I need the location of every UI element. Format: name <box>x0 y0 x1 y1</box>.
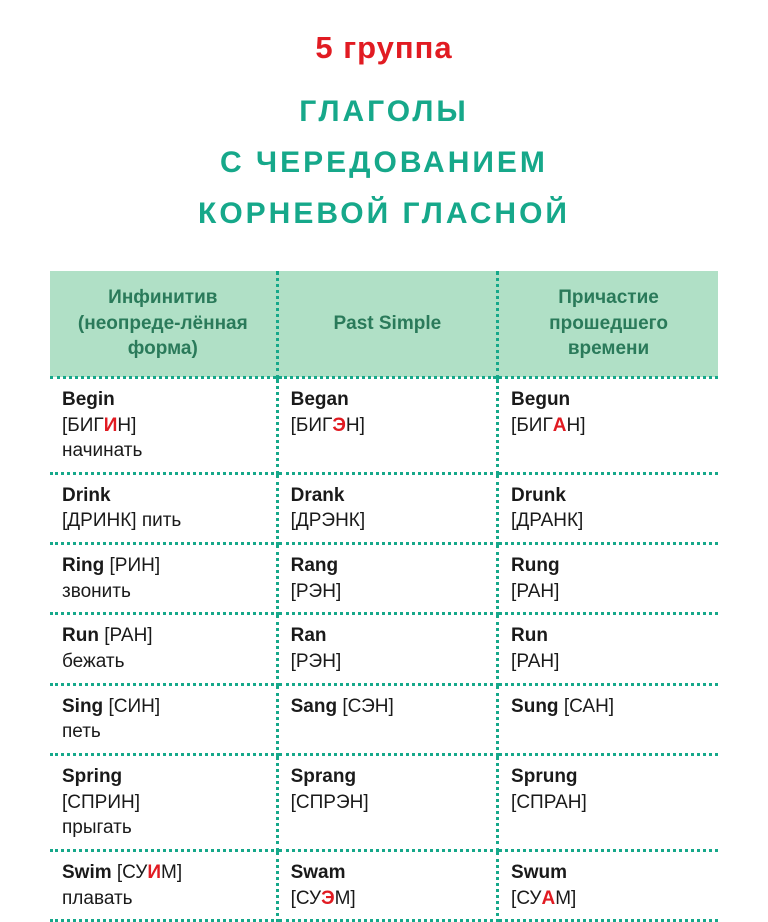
cell: Ran[РЭН] <box>277 614 497 684</box>
table-row: Run [РАН]бежатьRan[РЭН]Run[РАН] <box>50 614 718 684</box>
meaning: пить <box>142 510 182 531</box>
verb-word: Run <box>511 623 708 649</box>
table-row: Spring[СПРИН]прыгатьSprang[СПРЭН]Sprung[… <box>50 754 718 850</box>
cell: Swum[СУАМ] <box>498 850 718 920</box>
cell: Run[РАН] <box>498 614 718 684</box>
meaning: плавать <box>62 886 266 912</box>
meaning: прыгать <box>62 815 266 841</box>
cell: Drank[ДРЭНК] <box>277 473 497 543</box>
transcription: [РАН] <box>511 651 559 672</box>
meaning: бежать <box>62 649 266 675</box>
verb-word: Spring <box>62 764 266 790</box>
meaning: звонить <box>62 579 266 605</box>
cell: Sung [САН] <box>498 684 718 754</box>
transcription: [СПРИН] <box>62 792 140 813</box>
transcription: [РАН] <box>511 581 559 602</box>
cell: Sprang[СПРЭН] <box>277 754 497 850</box>
cell: Ring [РИН] звонить <box>50 544 277 614</box>
stressed-vowel: Э <box>332 415 346 436</box>
table-row: Begin[БИГИН]начинатьBegan[БИГЭН]Begun[БИ… <box>50 377 718 473</box>
stressed-vowel: Э <box>321 888 335 909</box>
verb-word: Began <box>291 387 486 413</box>
cell: Sang [СЭН] <box>277 684 497 754</box>
title-line-3: КОРНЕВОЙ ГЛАСНОЙ <box>50 188 718 239</box>
transcription: [ДРАНК] <box>511 510 583 531</box>
transcription: [СПРЭН] <box>291 792 369 813</box>
cell: Swim [СУИМ] плавать <box>50 850 277 920</box>
title-block: 5 группа ГЛАГОЛЫ С ЧЕРЕДОВАНИЕМ КОРНЕВОЙ… <box>50 30 718 239</box>
verb-word: Rung <box>511 553 708 579</box>
table-row: Swim [СУИМ]плаватьSwam[СУЭМ]Swum[СУАМ] <box>50 850 718 920</box>
cell: Sing [СИН]петь <box>50 684 277 754</box>
verb-word: Ran <box>291 623 486 649</box>
verb-word: Begin <box>62 387 266 413</box>
verb-word: Sing [СИН] <box>62 696 160 717</box>
stressed-vowel: А <box>553 415 567 436</box>
cell: Run [РАН] бежать <box>50 614 277 684</box>
verb-word: Rang <box>291 553 486 579</box>
header-participle: Причастие прошедшего времени <box>498 271 718 377</box>
table-row: Sing [СИН]петь Sang [СЭН] Sung [САН] <box>50 684 718 754</box>
verb-word: Drank <box>291 483 486 509</box>
verb-word: Drink <box>62 483 266 509</box>
transcription: [БИГЭН] <box>291 415 365 436</box>
cell: Swam[СУЭМ] <box>277 850 497 920</box>
verb-word: Drunk <box>511 483 708 509</box>
cell: Rung[РАН] <box>498 544 718 614</box>
transcription: [РИН] <box>104 555 160 576</box>
cell: Begun[БИГАН] <box>498 377 718 473</box>
transcription: [БИГАН] <box>511 415 585 436</box>
transcription: [ДРИНК] <box>62 510 142 531</box>
stressed-vowel: А <box>542 888 556 909</box>
transcription: [СУАМ] <box>511 888 576 909</box>
cell: Rang[РЭН] <box>277 544 497 614</box>
table-body: Begin[БИГИН]начинатьBegan[БИГЭН]Begun[БИ… <box>50 377 718 920</box>
header-past-simple: Past Simple <box>277 271 497 377</box>
title-line-2: С ЧЕРЕДОВАНИЕМ <box>50 137 718 188</box>
cell: Began[БИГЭН] <box>277 377 497 473</box>
verb-word: Sang [СЭН] <box>291 696 394 717</box>
cell: Spring[СПРИН]прыгать <box>50 754 277 850</box>
verb-word: Sprang <box>291 764 486 790</box>
title-group: 5 группа <box>50 30 718 66</box>
title-line-1: ГЛАГОЛЫ <box>50 86 718 137</box>
meaning: петь <box>62 719 266 745</box>
verb-table: Инфинитив (неопреде-лённая форма) Past S… <box>50 271 718 922</box>
cell: Begin[БИГИН]начинать <box>50 377 277 473</box>
table-header-row: Инфинитив (неопреде-лённая форма) Past S… <box>50 271 718 377</box>
verb-word: Swam <box>291 860 486 886</box>
transcription: [СЭН] <box>337 696 394 717</box>
verb-word: Sung [САН] <box>511 696 614 717</box>
stressed-vowel: И <box>147 862 161 883</box>
cell: Drunk[ДРАНК] <box>498 473 718 543</box>
meaning: начинать <box>62 438 266 464</box>
transcription: [СПРАН] <box>511 792 587 813</box>
transcription: [РЭН] <box>291 651 342 672</box>
transcription: [СУЭМ] <box>291 888 356 909</box>
header-infinitive: Инфинитив (неопреде-лённая форма) <box>50 271 277 377</box>
transcription: [СУИМ] <box>112 862 182 883</box>
stressed-vowel: И <box>104 415 118 436</box>
transcription: [САН] <box>559 696 615 717</box>
cell: Sprung[СПРАН] <box>498 754 718 850</box>
verb-word: Begun <box>511 387 708 413</box>
transcription: [ДРЭНК] <box>291 510 366 531</box>
verb-word: Sprung <box>511 764 708 790</box>
transcription: [СИН] <box>103 696 160 717</box>
verb-word: Swum <box>511 860 708 886</box>
verb-word: Swim [СУИМ] <box>62 862 182 883</box>
transcription: [РАН] <box>99 625 153 646</box>
cell: Drink[ДРИНК] пить <box>50 473 277 543</box>
verb-word: Run [РАН] <box>62 625 153 646</box>
table-row: Drink[ДРИНК] питьDrank[ДРЭНК]Drunk[ДРАНК… <box>50 473 718 543</box>
transcription: [БИГИН] <box>62 415 136 436</box>
transcription: [РЭН] <box>291 581 342 602</box>
table-row: Ring [РИН]звонитьRang[РЭН]Rung[РАН] <box>50 544 718 614</box>
verb-word: Ring [РИН] <box>62 555 160 576</box>
